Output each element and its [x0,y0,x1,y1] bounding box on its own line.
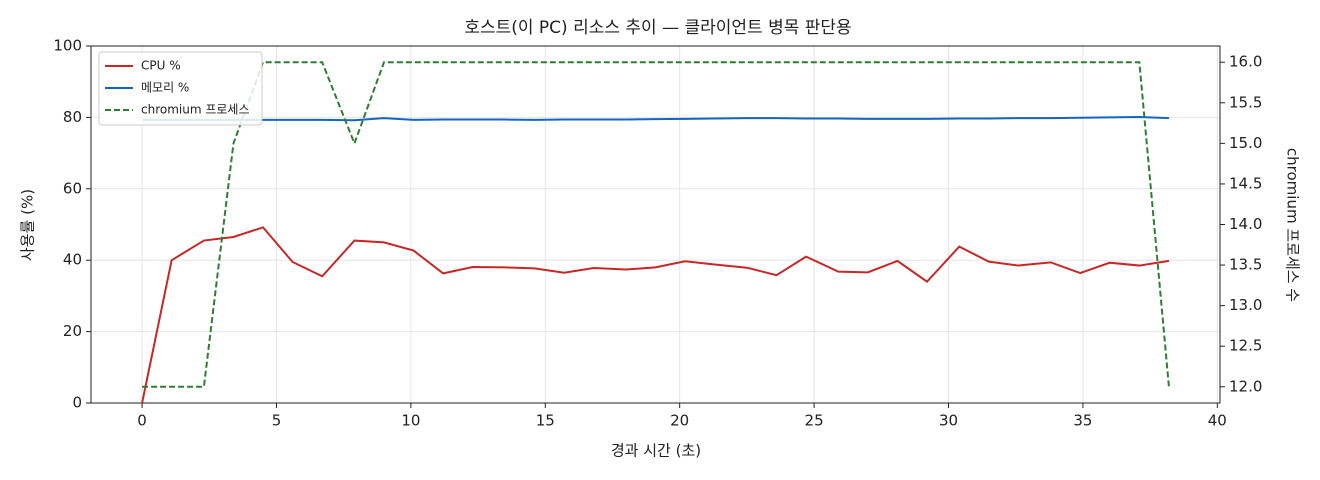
x-tick-label: 25 [805,412,824,430]
x-tick-label: 20 [670,412,689,430]
legend-label: chromium 프로세스 [141,103,250,117]
x-tick-label: 5 [272,412,282,430]
plot-frame [90,45,1221,404]
y-tick-label: 100 [53,37,82,55]
y2-tick-label: 15.0 [1229,134,1262,152]
y-tick-label: 40 [63,251,82,269]
y-tick-label: 60 [63,179,82,197]
y2-tick-label: 15.5 [1229,93,1262,111]
chart-title: 호스트(이 PC) 리소스 추이 — 클라이언트 병목 판단용 [464,18,851,38]
y2-tick-label: 13.5 [1229,256,1262,274]
y-axis-label: 사용률 (%) [19,189,37,261]
x-tick-label: 35 [1073,412,1092,430]
x-axis-label: 경과 시간 (초) [611,442,701,460]
x-tick-label: 10 [401,412,420,430]
y2-tick-label: 12.0 [1229,377,1262,395]
series-line [142,116,1169,122]
legend-box [98,51,263,126]
y2-tick-label: 12.5 [1229,337,1262,355]
x-tick-label: 30 [939,412,958,430]
y2-tick-label: 14.5 [1229,174,1262,192]
y-tick-label: 80 [63,108,82,126]
y2-tick-label: 13.0 [1229,296,1262,314]
y2-tick-label: 14.0 [1229,215,1262,233]
y-tick-label: 0 [72,394,82,412]
y2-axis-label: chromium 프로세스 수 [1284,148,1302,302]
series-line [141,226,1170,404]
x-tick-label: 40 [1208,412,1227,430]
x-tick-label: 0 [137,412,147,430]
legend-label: 메모리 % [141,81,189,95]
legend-label: CPU % [141,59,181,73]
series-line [142,61,1170,388]
y2-tick-label: 16.0 [1229,53,1262,71]
y-tick-label: 20 [63,322,82,340]
x-tick-label: 15 [536,412,555,430]
